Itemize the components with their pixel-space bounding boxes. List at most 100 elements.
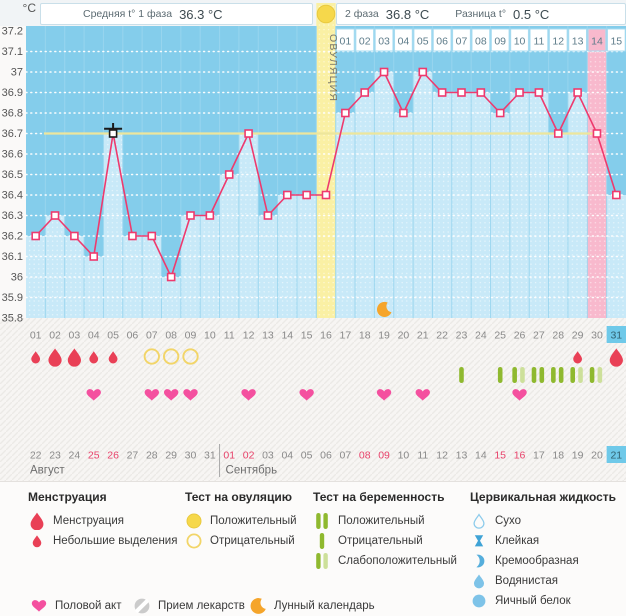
day-label: 26 [514, 330, 526, 342]
temperature-point[interactable] [186, 211, 195, 220]
legend-lunar-calendar: Лунный календарь [249, 596, 375, 616]
y-axis-tick: 36.5 [2, 169, 23, 181]
dpo-cell [510, 28, 529, 52]
intercourse-heart-icon [299, 389, 314, 401]
day-label: 15 [301, 330, 313, 342]
phase2-summary: 2 фаза 36.8 °C Разница t° 0.5 °C [336, 3, 626, 25]
temperature-point-annotated[interactable] [108, 129, 118, 138]
axis-gutter [0, 26, 26, 318]
date-label: 27 [127, 450, 139, 462]
y-axis-tick: 36.2 [2, 231, 23, 243]
circle-filled-icon [185, 512, 203, 530]
dpo-cell [606, 28, 626, 52]
temperature-point[interactable] [205, 211, 215, 220]
day-label: 18 [359, 330, 371, 342]
phase2-label: 2 фаза [345, 8, 379, 20]
y-axis-tick: 35.9 [2, 292, 23, 304]
legend-item: Отрицательный [185, 531, 297, 551]
temperature-chart: 01 02 03 04 05 06 07 08 09 10 11 12 13 14 15ОВУЛЯЦИЯ01… [0, 0, 626, 482]
temperature-point[interactable] [50, 211, 60, 220]
temperature-point[interactable] [31, 231, 40, 241]
intercourse-heart-icon [86, 389, 101, 401]
temperature-point[interactable] [495, 108, 505, 118]
temperature-point[interactable] [302, 190, 311, 200]
temperature-point[interactable] [515, 88, 524, 97]
legend-item: Положительный [185, 511, 297, 531]
temperature-point[interactable] [399, 108, 408, 118]
menstruation-icon [573, 351, 583, 364]
pregnancy-test-negative-icon [459, 367, 464, 383]
dpo-cell [432, 28, 452, 52]
temperature-point[interactable] [553, 129, 563, 138]
ovulation-test-negative-icon [143, 348, 160, 365]
y-axis-unit: °C [23, 1, 37, 15]
date-label: 31 [204, 450, 216, 462]
legend-item: Кремообразная [470, 551, 616, 571]
today-day-chip[interactable] [606, 326, 626, 343]
temp-diff-value: 0.5 °C [513, 6, 550, 22]
legend-item: Отрицательный [313, 531, 457, 551]
y-axis-tick: 36 [11, 272, 23, 284]
temperature-point[interactable] [244, 129, 253, 138]
temperature-point[interactable] [534, 88, 544, 97]
dpo-label: 13 [572, 36, 584, 48]
temperature-point[interactable] [379, 67, 389, 77]
day-label: 30 [591, 330, 603, 342]
date-label: 07 [340, 450, 352, 462]
date-label: 23 [49, 450, 61, 462]
date-label: 14 [475, 450, 487, 462]
bars-weak-icon [313, 552, 331, 570]
dpo-cell [374, 28, 394, 52]
day-label: 06 [127, 330, 139, 342]
temperature-point[interactable] [89, 252, 99, 261]
legend-item-label: Сухо [495, 515, 522, 527]
temperature-point[interactable] [70, 231, 79, 241]
dpo-label: 15 [610, 36, 622, 48]
menstruation-icon [31, 351, 41, 364]
temperature-point[interactable] [457, 88, 466, 97]
temperature-point[interactable] [128, 231, 137, 241]
temperature-point[interactable] [341, 108, 350, 118]
dpo-label: 04 [398, 36, 410, 48]
date-label: 22 [30, 450, 42, 462]
intercourse-heart-icon [241, 389, 256, 401]
dpo-label: 12 [552, 36, 564, 48]
legend-ovulation-test: Тест на овуляцию Положительный Отрицатель… [185, 490, 297, 551]
dpo-cell [335, 28, 355, 52]
y-axis-tick: 36.1 [2, 251, 23, 263]
temperature-point[interactable] [282, 190, 292, 200]
day-label: 27 [533, 330, 545, 342]
temperature-point[interactable] [263, 211, 273, 220]
temperature-point[interactable] [476, 88, 486, 97]
pregnancy-test-icon [539, 367, 545, 383]
dpo-label: 07 [456, 36, 468, 48]
cf-watery-icon [470, 572, 488, 590]
temperature-point[interactable] [224, 170, 234, 179]
dpo-label: 08 [475, 36, 487, 48]
dpo-label: 03 [378, 36, 390, 48]
y-axis-tick: 37.1 [2, 46, 23, 58]
legend-item-label: Яичный белок [495, 595, 571, 607]
today-date-chip[interactable] [606, 446, 626, 463]
pregnancy-test-icon [570, 367, 576, 383]
date-label: 25 [88, 450, 100, 462]
date-label: 05 [301, 450, 313, 462]
temperature-point[interactable] [147, 231, 157, 241]
intercourse-heart-icon [512, 389, 527, 401]
temperature-point[interactable] [437, 88, 447, 97]
dpo-cell [394, 28, 413, 52]
dpo-label: 02 [359, 36, 371, 48]
temperature-point[interactable] [360, 88, 370, 97]
temperature-point[interactable] [592, 129, 602, 138]
date-label: 10 [398, 450, 410, 462]
temperature-point[interactable] [321, 190, 331, 200]
day-label: 05 [107, 330, 119, 342]
temperature-point[interactable] [573, 88, 582, 97]
temperature-point[interactable] [166, 272, 176, 282]
temperature-point[interactable] [418, 67, 428, 77]
dpo-cell [587, 28, 607, 52]
legend-item: Сухо [470, 511, 616, 531]
date-label: 15 [494, 450, 506, 462]
temperature-point[interactable] [612, 190, 621, 200]
date-label: 17 [533, 450, 545, 462]
